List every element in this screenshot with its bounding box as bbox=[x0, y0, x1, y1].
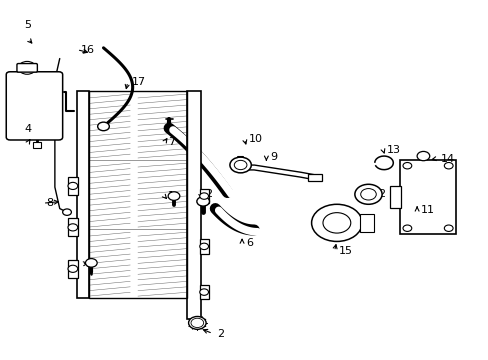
Circle shape bbox=[68, 183, 78, 189]
FancyBboxPatch shape bbox=[389, 186, 400, 208]
Text: 6: 6 bbox=[245, 238, 252, 248]
Circle shape bbox=[191, 318, 203, 328]
FancyBboxPatch shape bbox=[68, 260, 78, 278]
Text: 14: 14 bbox=[440, 154, 454, 163]
Bar bbox=[187, 91, 201, 319]
FancyBboxPatch shape bbox=[200, 285, 208, 299]
Text: 12: 12 bbox=[372, 189, 386, 199]
Circle shape bbox=[402, 225, 411, 231]
Circle shape bbox=[200, 289, 208, 295]
Text: 2: 2 bbox=[204, 189, 211, 199]
Circle shape bbox=[354, 184, 381, 204]
FancyBboxPatch shape bbox=[68, 177, 78, 195]
Text: 17: 17 bbox=[131, 77, 145, 87]
Circle shape bbox=[200, 243, 208, 249]
FancyBboxPatch shape bbox=[17, 64, 37, 72]
FancyBboxPatch shape bbox=[307, 174, 322, 181]
Circle shape bbox=[19, 62, 36, 74]
Text: 3: 3 bbox=[85, 259, 92, 269]
Text: 5: 5 bbox=[24, 20, 32, 30]
Circle shape bbox=[360, 189, 375, 200]
Circle shape bbox=[98, 122, 109, 131]
Bar bbox=[33, 143, 41, 148]
Text: 15: 15 bbox=[338, 247, 352, 256]
Circle shape bbox=[188, 316, 205, 329]
Bar bbox=[89, 91, 187, 298]
Circle shape bbox=[68, 265, 78, 273]
Text: 2: 2 bbox=[216, 329, 224, 339]
Text: 11: 11 bbox=[420, 205, 434, 215]
Circle shape bbox=[85, 258, 97, 267]
FancyBboxPatch shape bbox=[68, 219, 78, 236]
FancyBboxPatch shape bbox=[200, 189, 208, 203]
FancyBboxPatch shape bbox=[359, 214, 373, 232]
Circle shape bbox=[322, 213, 350, 233]
Circle shape bbox=[416, 152, 429, 161]
Circle shape bbox=[197, 197, 209, 206]
Circle shape bbox=[444, 162, 452, 169]
FancyBboxPatch shape bbox=[200, 239, 208, 253]
Circle shape bbox=[168, 192, 180, 201]
Circle shape bbox=[229, 157, 251, 173]
Text: 9: 9 bbox=[270, 152, 277, 162]
Circle shape bbox=[62, 209, 71, 215]
Circle shape bbox=[68, 224, 78, 231]
Circle shape bbox=[311, 204, 362, 242]
FancyBboxPatch shape bbox=[6, 72, 62, 140]
Text: 16: 16 bbox=[81, 45, 95, 55]
Circle shape bbox=[444, 225, 452, 231]
Text: 1: 1 bbox=[168, 191, 175, 201]
Circle shape bbox=[402, 162, 411, 169]
Text: 7: 7 bbox=[168, 138, 175, 148]
Text: 13: 13 bbox=[386, 145, 400, 155]
Text: 8: 8 bbox=[46, 198, 54, 208]
Text: 4: 4 bbox=[24, 123, 32, 134]
Bar bbox=[77, 91, 89, 298]
Circle shape bbox=[234, 160, 246, 170]
FancyBboxPatch shape bbox=[399, 160, 455, 234]
Circle shape bbox=[200, 193, 208, 199]
Text: 10: 10 bbox=[248, 134, 262, 144]
